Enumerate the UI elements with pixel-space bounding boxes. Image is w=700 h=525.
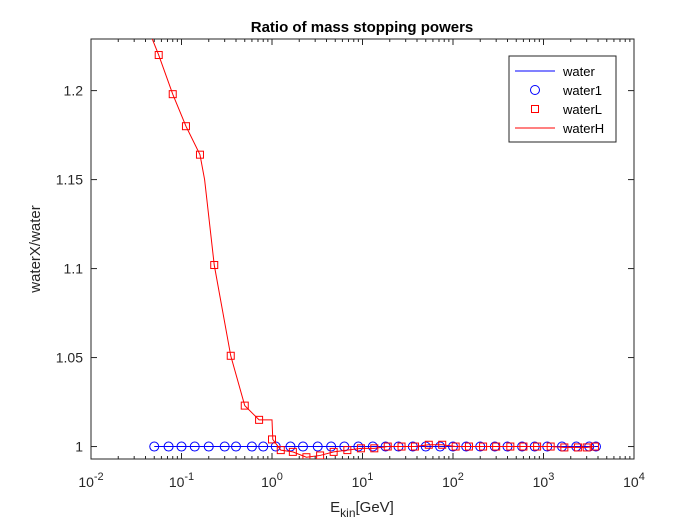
- series-water1-point: [189, 441, 200, 452]
- series-waterL-point: [154, 51, 163, 60]
- x-tick-label: 101: [352, 471, 374, 490]
- legend-label: waterL: [562, 102, 602, 117]
- x-tick-label: 100: [261, 471, 283, 490]
- legend-entry-water1: water1: [530, 83, 602, 98]
- y-axis-label: waterX/water: [27, 205, 44, 294]
- y-tick-label: 1.15: [56, 172, 83, 188]
- series-water1-point: [246, 441, 257, 452]
- legend-entry-water: water: [515, 64, 595, 79]
- legend-swatch: [531, 105, 539, 113]
- series-water1-point: [312, 441, 323, 452]
- legend-label: water: [562, 64, 595, 79]
- series-water1-point: [297, 441, 308, 452]
- legend-entry-waterL: waterL: [531, 102, 602, 117]
- x-tick-label: 104: [623, 471, 645, 490]
- y-tick-label: 1: [75, 439, 83, 455]
- series-water1-point: [326, 441, 337, 452]
- x-tick-label: 103: [533, 471, 555, 490]
- legend-label: water1: [562, 83, 602, 98]
- chart-title: Ratio of mass stopping powers: [251, 19, 474, 36]
- x-tick-label: 102: [442, 471, 464, 490]
- y-tick-label: 1.2: [64, 83, 84, 99]
- x-tick-label: 10-2: [78, 471, 103, 490]
- x-axis-label-base: E: [330, 499, 340, 516]
- series-water1-point: [203, 441, 214, 452]
- series-water1-point: [353, 441, 364, 452]
- series-water1-point: [176, 441, 187, 452]
- series-waterL-point: [276, 446, 285, 455]
- series-water1-point: [219, 441, 230, 452]
- series-layer: [149, 39, 601, 459]
- series-water1-point: [163, 441, 174, 452]
- legend-entries: water water1 waterL waterH: [515, 64, 604, 136]
- series-waterH-line: [151, 39, 595, 458]
- series-waterL-point: [288, 447, 297, 456]
- y-tick-label: 1.05: [56, 350, 83, 366]
- series-water1-point: [435, 441, 446, 452]
- x-axis-label: Ekin[GeV]: [330, 499, 394, 520]
- series-waterL-point: [268, 435, 276, 444]
- series-waterH: [151, 39, 595, 458]
- series-waterL-point: [181, 122, 190, 131]
- x-axis-label-rest: [GeV]: [356, 499, 394, 516]
- series-water1-point: [149, 441, 160, 452]
- series-water1-point: [258, 441, 269, 452]
- legend-label: waterH: [562, 121, 604, 136]
- ticks-layer: 10-2 10-1 100 101 102 103 104 1 1.05 1.1 1.15 1.2: [56, 39, 645, 490]
- series-waterL-point: [195, 150, 204, 159]
- legend-swatch: [530, 85, 540, 95]
- series-waterL-point: [226, 351, 235, 360]
- series-water1-point: [230, 441, 241, 452]
- series-waterL-point: [240, 401, 249, 410]
- x-tick-label: 10-1: [169, 471, 194, 490]
- y-tick-label: 1.1: [64, 261, 84, 277]
- series-waterL-point: [168, 90, 177, 99]
- x-axis-label-sub: kin: [340, 506, 355, 520]
- legend-entry-waterH: waterH: [515, 121, 604, 136]
- legend: water water1 waterL waterH: [508, 55, 617, 143]
